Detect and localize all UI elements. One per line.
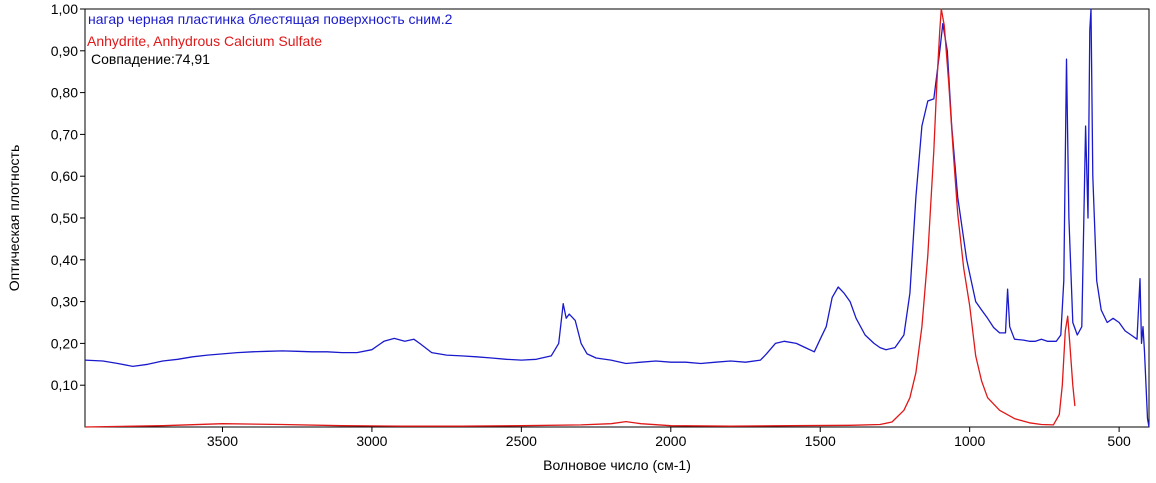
y-tick-label: 0,90	[51, 43, 78, 59]
series-line-1	[84, 8, 1150, 428]
match-score: Совпадение:74,91	[91, 51, 210, 67]
legend-series-2: Anhydrite, Anhydrous Calcium Sulfate	[87, 33, 322, 49]
x-tick-label: 1000	[954, 433, 985, 449]
y-tick-label: 0,40	[51, 252, 78, 268]
x-axis-ticks: 3500 3000 2500 2000 1500 1000 500	[207, 427, 1131, 449]
x-axis-title: Волновое число (см-1)	[543, 457, 691, 473]
y-tick-label: 0,80	[51, 85, 78, 101]
x-tick-label: 500	[1107, 433, 1131, 449]
y-tick-label: 1,00	[51, 1, 78, 17]
x-tick-label: 3500	[207, 433, 238, 449]
x-tick-label: 1500	[805, 433, 836, 449]
plot-frame	[84, 8, 1150, 428]
y-axis-ticks: 0,10 0,20 0,30 0,40 0,50 0,60 0,70 0,80 0,90 1,00	[51, 1, 85, 393]
x-tick-label: 2500	[506, 433, 537, 449]
series-lines	[84, 8, 1150, 428]
y-axis-title: Оптическая плотность	[6, 145, 22, 292]
y-tick-label: 0,60	[51, 168, 78, 184]
x-tick-label: 2000	[655, 433, 686, 449]
y-tick-label: 0,20	[51, 335, 78, 351]
series-line-2	[84, 8, 1076, 428]
y-tick-label: 0,70	[51, 126, 78, 142]
y-tick-label: 0,30	[51, 294, 78, 310]
y-tick-label: 0,50	[51, 210, 78, 226]
x-tick-label: 3000	[356, 433, 387, 449]
legend-series-1: нагар черная пластинка блестящая поверхн…	[88, 11, 453, 27]
y-tick-label: 0,10	[51, 377, 78, 393]
